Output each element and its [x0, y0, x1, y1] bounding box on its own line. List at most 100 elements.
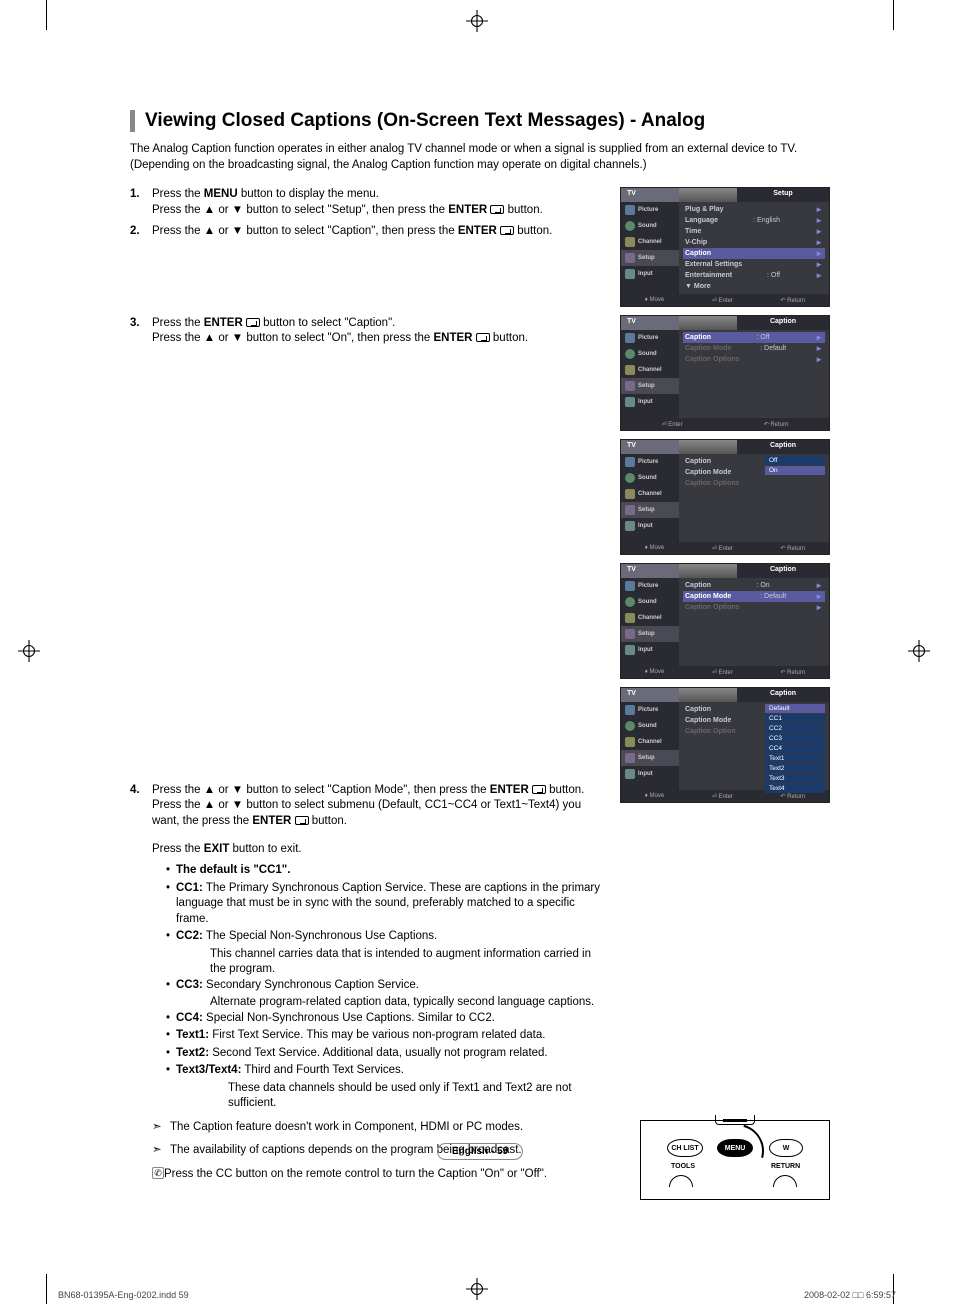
step-2: 2. Press the ▲ or ▼ button to select "Ca…	[130, 224, 602, 240]
remote-tools-label: TOOLS	[671, 1163, 695, 1170]
tv-sidebar: PictureSoundChannelSetupInput	[621, 330, 679, 418]
tv-sidebar-item: Picture	[621, 454, 679, 470]
note-2: ➣The availability of captions depends on…	[152, 1143, 602, 1159]
tv-menu-main: Plug & Play►Language: English►Time►V-Chi…	[679, 202, 829, 294]
tv-option: Off	[765, 456, 825, 465]
tv-sidebar-item: Channel	[621, 362, 679, 378]
remote-menu-button: MENU	[717, 1139, 753, 1157]
tv-sidebar-item: Channel	[621, 734, 679, 750]
step-3: 3. Press the ENTER button to select "Cap…	[130, 316, 602, 347]
tv-menu-footer: ♦ Move⏎ Enter↶ Return	[621, 542, 829, 554]
tv-sidebar-item: Sound	[621, 718, 679, 734]
tv-menu-row: Plug & Play►	[683, 204, 825, 215]
footer-filename: BN68-01395A-Eng-0202.indd 59	[58, 1290, 189, 1300]
sidebar-icon	[625, 581, 635, 591]
tv-option: CC3	[765, 734, 825, 743]
sidebar-icon	[625, 521, 635, 531]
enter-icon	[490, 205, 504, 214]
tv-sidebar-item: Sound	[621, 346, 679, 362]
step-4: 4. Press the ▲ or ▼ button to select "Ca…	[130, 783, 602, 830]
sidebar-icon	[625, 473, 635, 483]
enter-icon	[295, 816, 309, 825]
tv-menu-row: Entertainment: Off►	[683, 270, 825, 281]
tv-menu-row: Caption Options►	[683, 354, 825, 365]
registration-mark	[908, 640, 930, 662]
tv-menu-footer: ♦ Move⏎ Enter↶ Return	[621, 666, 829, 678]
tv-menu-title: Setup	[737, 188, 829, 202]
tv-menu-main: Caption:Caption Mode:Caption OptionDefau…	[679, 702, 829, 790]
tv-sidebar-item: Channel	[621, 486, 679, 502]
tv-menu-row: Caption Mode: Default►	[683, 343, 825, 354]
tv-menu-screenshot: TVCaptionPictureSoundChannelSetupInputCa…	[620, 563, 830, 679]
tv-sidebar-item: Setup	[621, 502, 679, 518]
definitions-list: •The default is "CC1". •CC1: The Primary…	[166, 863, 602, 1112]
tv-menu-title: Caption	[737, 564, 829, 578]
tv-menu-screenshot: TVCaptionPictureSoundChannelSetupInputCa…	[620, 439, 830, 555]
tv-menu-title: Caption	[737, 440, 829, 454]
exit-instruction: Press the EXIT button to exit.	[152, 843, 602, 855]
tv-menu-row: Language: English►	[683, 215, 825, 226]
tv-menu-main: Caption: Off►Caption Mode: Default►Capti…	[679, 330, 829, 418]
tv-menu-screenshot: TVCaptionPictureSoundChannelSetupInputCa…	[620, 687, 830, 803]
tv-sidebar-item: Input	[621, 766, 679, 782]
sidebar-icon	[625, 333, 635, 343]
tv-sidebar-item: Sound	[621, 470, 679, 486]
sidebar-icon	[625, 597, 635, 607]
remote-chlist-button: CH LIST	[667, 1139, 703, 1157]
sidebar-icon	[625, 253, 635, 263]
remote-wlink-button: W	[769, 1139, 803, 1157]
tv-menu-footer: ♦ Move⏎ Enter↶ Return	[621, 294, 829, 306]
note-3: ✆Press the CC button on the remote contr…	[152, 1167, 602, 1183]
remote-return-label: RETURN	[771, 1163, 800, 1170]
tv-sidebar: PictureSoundChannelSetupInput	[621, 702, 679, 790]
sidebar-icon	[625, 613, 635, 623]
tv-menu-row: Caption►	[683, 248, 825, 259]
tv-sidebar-item: Setup	[621, 250, 679, 266]
tv-option: Text1	[765, 754, 825, 763]
tv-menu-footer: ⏎ Enter↶ Return	[621, 418, 829, 430]
tv-menu-row: External Settings►	[683, 259, 825, 270]
sidebar-icon	[625, 753, 635, 763]
step-1: 1. Press the MENU button to display the …	[130, 187, 602, 218]
tv-menu-row: Time►	[683, 226, 825, 237]
tv-option: Text2	[765, 764, 825, 773]
page-title: Viewing Closed Captions (On-Screen Text …	[130, 110, 830, 132]
tv-menu-row: Caption: Off►	[683, 332, 825, 343]
tv-menu-row: ▼ More	[683, 281, 825, 292]
sidebar-icon	[625, 629, 635, 639]
tv-sidebar-item: Input	[621, 642, 679, 658]
tv-sidebar-item: Picture	[621, 702, 679, 718]
registration-mark	[466, 1278, 488, 1300]
tv-sidebar: PictureSoundChannelSetupInput	[621, 578, 679, 666]
tv-menu-title: Caption	[737, 688, 829, 702]
enter-icon	[246, 318, 260, 327]
tv-option: CC1	[765, 714, 825, 723]
footer-timestamp: 2008-02-02 □□ 6:59:57	[804, 1290, 896, 1300]
registration-mark	[18, 640, 40, 662]
sidebar-icon	[625, 205, 635, 215]
tv-sidebar-item: Channel	[621, 234, 679, 250]
manual-page: Viewing Closed Captions (On-Screen Text …	[130, 110, 830, 1182]
tv-option: Default	[765, 704, 825, 713]
sidebar-icon	[625, 397, 635, 407]
tv-menu-row: V-Chip►	[683, 237, 825, 248]
tv-sidebar-item: Setup	[621, 750, 679, 766]
tv-sidebar: PictureSoundChannelSetupInput	[621, 202, 679, 294]
sidebar-icon	[625, 721, 635, 731]
enter-icon	[532, 785, 546, 794]
intro-text: The Analog Caption function operates in …	[130, 142, 830, 173]
enter-icon	[476, 333, 490, 342]
sidebar-icon	[625, 769, 635, 779]
tv-option: Text4	[765, 784, 825, 793]
sidebar-icon	[625, 221, 635, 231]
tv-sidebar-item: Input	[621, 266, 679, 282]
sidebar-icon	[625, 705, 635, 715]
tv-option: CC4	[765, 744, 825, 753]
tv-sidebar-item: Channel	[621, 610, 679, 626]
tv-option: CC2	[765, 724, 825, 733]
remote-diagram: CH LIST MENU W TOOLS RETURN	[640, 1120, 830, 1200]
tv-screenshots-column: TVSetupPictureSoundChannelSetupInputPlug…	[620, 187, 830, 1182]
tv-menu-row: Caption Options►	[683, 602, 825, 613]
tv-menu-title: Caption	[737, 316, 829, 330]
sidebar-icon	[625, 237, 635, 247]
